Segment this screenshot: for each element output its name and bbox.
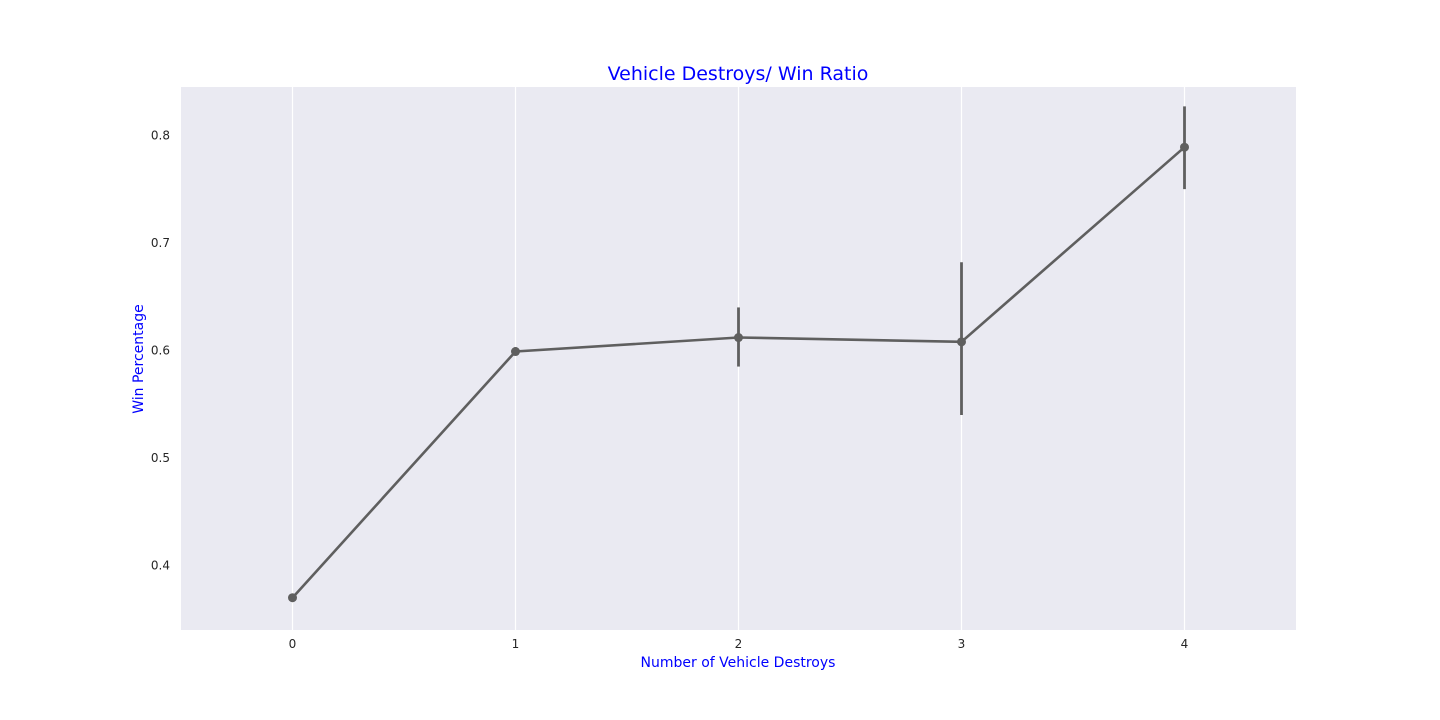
y-tick-label: 0.6 bbox=[151, 343, 170, 357]
y-tick-label: 0.4 bbox=[151, 558, 170, 572]
chart-title: Vehicle Destroys/ Win Ratio bbox=[608, 63, 869, 85]
x-tick-label: 0 bbox=[289, 637, 297, 651]
x-tick-label: 1 bbox=[512, 637, 520, 651]
data-points bbox=[288, 142, 1189, 603]
x-tick-label: 3 bbox=[958, 637, 966, 651]
y-tick-labels: 0.4 0.5 0.6 0.7 0.8 bbox=[151, 128, 170, 572]
x-tick-label: 4 bbox=[1181, 637, 1189, 651]
x-axis-label: Number of Vehicle Destroys bbox=[641, 655, 836, 671]
data-point bbox=[511, 347, 520, 357]
data-point bbox=[288, 593, 297, 603]
x-tick-label: 2 bbox=[735, 637, 743, 651]
y-tick-label: 0.7 bbox=[151, 236, 170, 250]
y-axis-label: Win Percentage bbox=[131, 304, 147, 414]
y-tick-label: 0.8 bbox=[151, 128, 170, 142]
data-point bbox=[957, 337, 966, 347]
data-point bbox=[734, 333, 743, 343]
x-tick-labels: 0 1 2 3 4 bbox=[289, 637, 1189, 651]
data-point bbox=[1180, 142, 1189, 152]
y-tick-label: 0.5 bbox=[151, 451, 170, 465]
